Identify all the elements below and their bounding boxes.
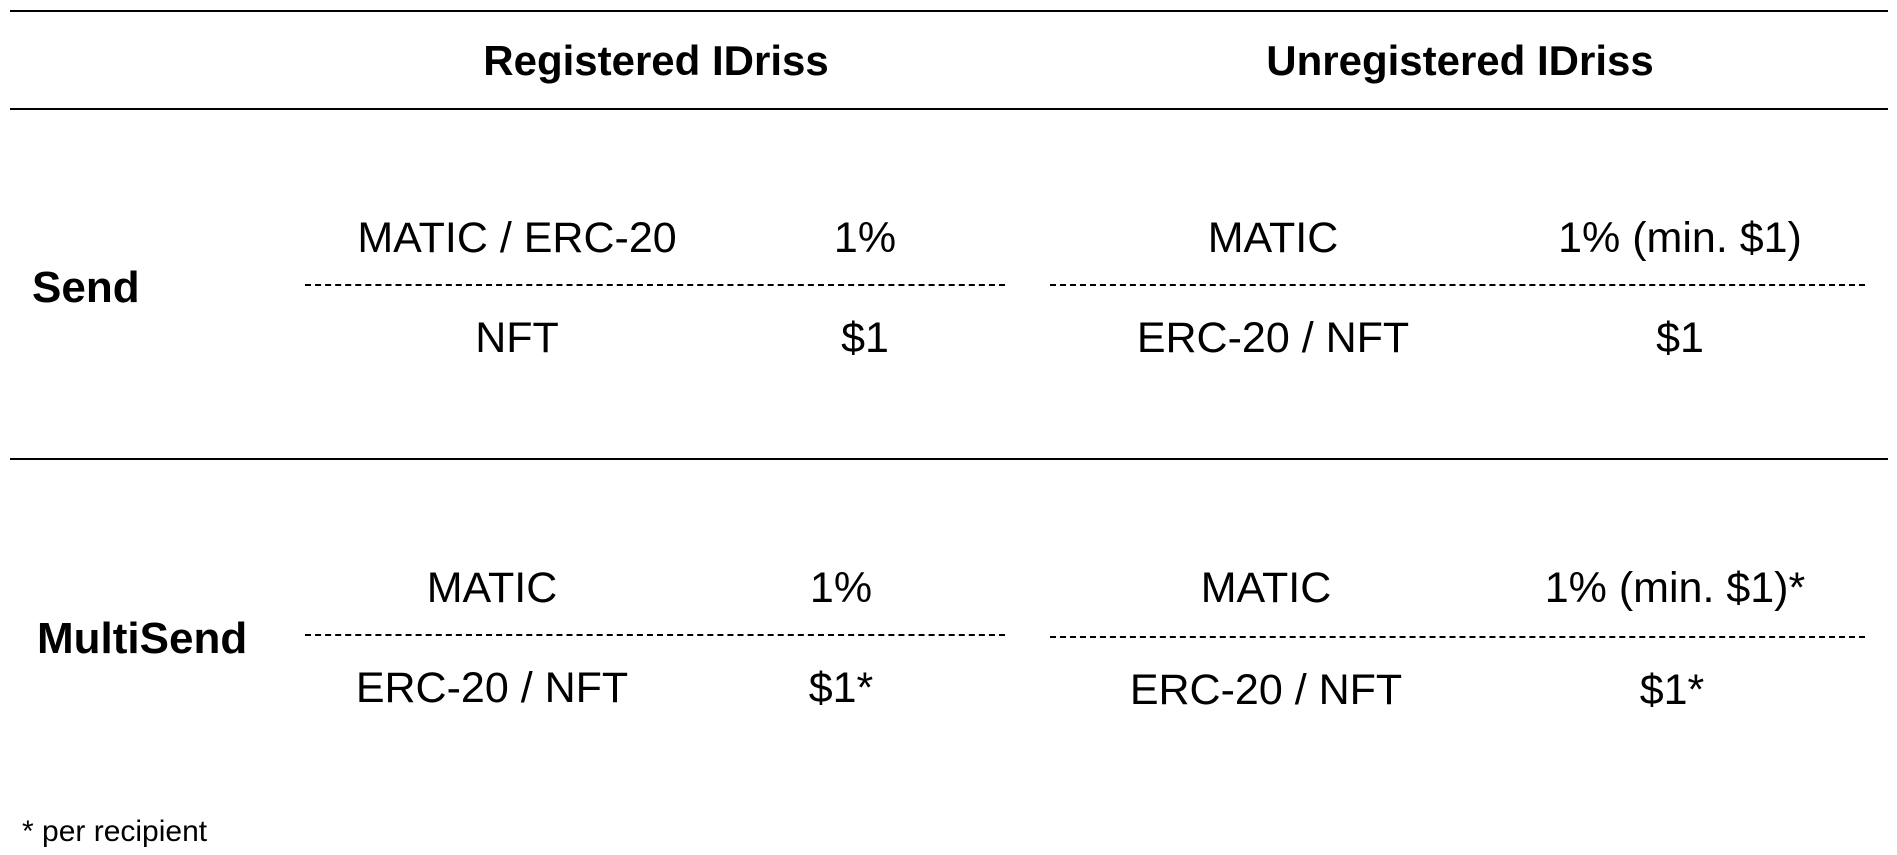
send-registered-asset-2: NFT [475,314,559,362]
send-unregistered-fee-2: $1 [1656,314,1704,362]
multisend-registered-fee-1: 1% [809,564,873,612]
header-bottom-rule [10,108,1888,110]
multisend-unregistered-divider [1050,636,1865,638]
multisend-unregistered-fee-1: 1% (min. $1)* [1544,564,1806,612]
send-registered-fee-1: 1% [833,214,897,262]
multisend-registered-asset-2: ERC-20 / NFT [355,664,629,712]
multisend-unregistered-asset-2: ERC-20 / NFT [1129,666,1403,714]
multisend-registered-divider [305,634,1005,636]
send-unregistered-asset-2: ERC-20 / NFT [1136,314,1410,362]
row-separator-rule [10,458,1888,460]
send-registered-divider [305,284,1005,286]
send-unregistered-fee-1: 1% (min. $1) [1558,214,1802,262]
multisend-registered-asset-1: MATIC [426,564,558,612]
table-top-rule [10,10,1888,12]
column-header-unregistered: Unregistered IDriss [1266,37,1654,84]
send-registered-asset-1: MATIC / ERC-20 [357,214,677,262]
multisend-registered-fee-2: $1* [808,664,874,712]
footnote: * per recipient [22,815,208,848]
send-unregistered-divider [1050,284,1865,286]
send-registered-fee-2: $1 [841,314,889,362]
column-header-registered: Registered IDriss [483,37,829,84]
multisend-unregistered-fee-2: $1* [1639,666,1705,714]
multisend-unregistered-asset-1: MATIC [1200,564,1332,612]
send-unregistered-asset-1: MATIC [1207,214,1339,262]
row-label-multisend: MultiSend [37,614,248,663]
row-label-send: Send [32,263,140,312]
